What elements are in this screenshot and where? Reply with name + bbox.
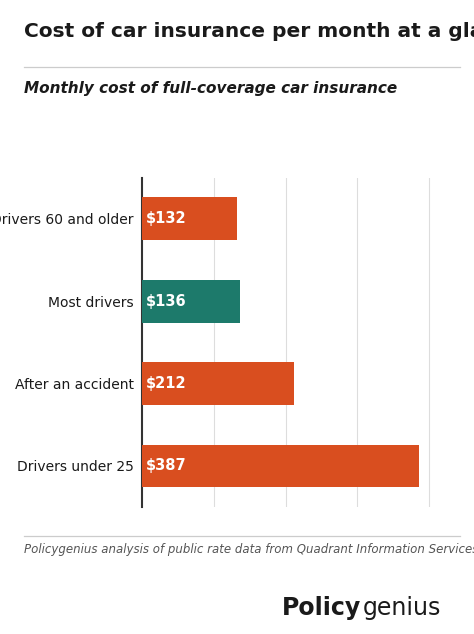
- Text: $136: $136: [146, 294, 186, 309]
- Text: $132: $132: [146, 211, 186, 226]
- Bar: [142, 280, 240, 323]
- Bar: [142, 197, 237, 240]
- Text: $212: $212: [146, 376, 186, 391]
- Text: Policy: Policy: [282, 596, 361, 620]
- Text: Policygenius analysis of public rate data from Quadrant Information Services: Policygenius analysis of public rate dat…: [24, 543, 474, 557]
- Text: Monthly cost of full-coverage car insurance: Monthly cost of full-coverage car insura…: [24, 81, 397, 96]
- Text: Cost of car insurance per month at a glance: Cost of car insurance per month at a gla…: [24, 22, 474, 41]
- Bar: [142, 362, 294, 405]
- Text: $387: $387: [146, 458, 186, 474]
- Text: genius: genius: [363, 596, 441, 620]
- Bar: [142, 444, 419, 488]
